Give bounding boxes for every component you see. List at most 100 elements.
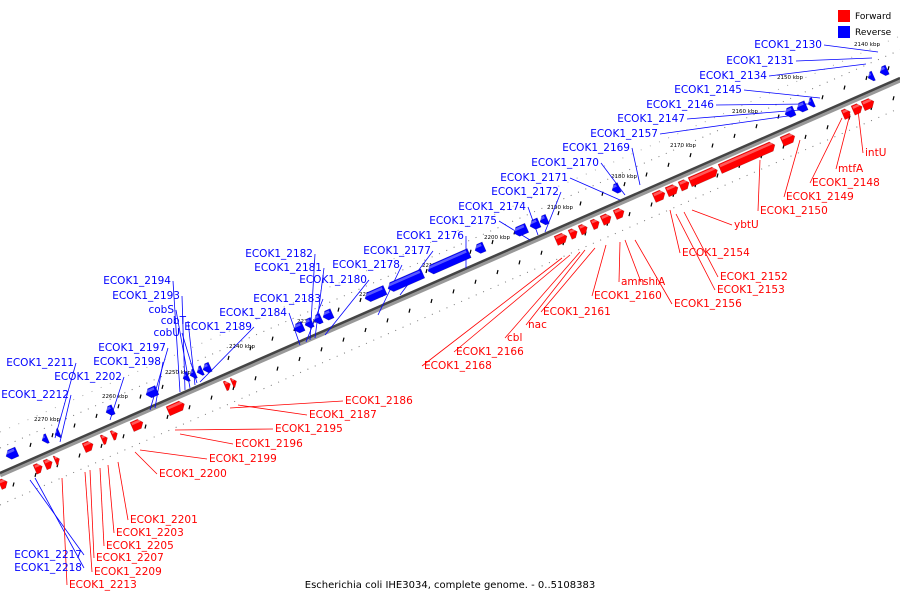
reverse-leader-line xyxy=(34,477,85,569)
tick-dash xyxy=(628,211,631,217)
forward-gene xyxy=(687,166,718,188)
forward-gene xyxy=(567,228,578,240)
tick-label: 2240 kbp xyxy=(229,344,255,350)
forward-gene-label-ecok1-2195: ECOK1_2195 xyxy=(275,423,343,435)
forward-leader-line xyxy=(229,400,344,409)
forward-gene-label-ecok1-2168: ECOK1_2168 xyxy=(424,360,492,372)
forward-leader-line xyxy=(107,464,115,534)
forward-gene xyxy=(553,232,568,246)
reverse-leader-line xyxy=(59,394,72,443)
reverse-gene xyxy=(364,285,388,303)
reverse-gene-label-ecok1-2193: ECOK1_2193 xyxy=(112,290,180,302)
forward-leader-line xyxy=(675,213,716,291)
tick-dash xyxy=(95,413,98,419)
forward-leader-line xyxy=(683,211,719,278)
forward-leader-line xyxy=(139,449,208,460)
reverse-gene-label-ecok1-2211: ECOK1_2211 xyxy=(6,357,74,369)
tick-dash xyxy=(865,75,868,81)
reverse-gene-label-ecok1-2180: ECOK1_2180 xyxy=(299,274,367,286)
forward-gene xyxy=(32,463,43,475)
reverse-leader-line xyxy=(172,280,181,393)
reverse-gene xyxy=(54,427,62,439)
forward-leader-line xyxy=(691,209,733,226)
reverse-leader-line xyxy=(324,279,370,336)
tick-dash xyxy=(843,85,846,90)
forward-gene-label-ecok1-2160: ECOK1_2160 xyxy=(594,290,662,302)
reverse-gene xyxy=(867,70,876,82)
reverse-gene-label-ecok1-2169: ECOK1_2169 xyxy=(562,142,630,154)
tick-dash xyxy=(733,133,736,139)
reverse-gene-label-ecok1-2218: ECOK1_2218 xyxy=(14,562,82,574)
tick-dash xyxy=(491,239,494,245)
reverse-gene xyxy=(189,368,198,379)
forward-leader-line xyxy=(453,254,571,353)
reverse-gene-label-cobu: cobU xyxy=(153,327,180,339)
tick-dash xyxy=(210,395,213,400)
gene-labels: ECOK1_2130 ECOK1_2131 ECOK1_2134 ECOK1_2145… xyxy=(1,39,886,591)
forward-leader-line xyxy=(540,247,596,313)
reverse-gene xyxy=(611,182,622,194)
forward-leader-line xyxy=(99,467,105,547)
map-title: Escherichia coli IHE3034, complete genom… xyxy=(305,580,595,591)
forward-leader-line xyxy=(669,209,681,254)
tick-dash xyxy=(188,405,191,410)
reverse-leader-line xyxy=(199,326,255,383)
reverse-gene-label-ecok1-2130: ECOK1_2130 xyxy=(754,39,822,51)
tick-dash xyxy=(34,472,37,477)
forward-gene-label-ecok1-2153: ECOK1_2153 xyxy=(717,284,785,296)
forward-leader-line xyxy=(237,404,308,416)
tick-dash xyxy=(254,376,257,381)
forward-leader-line xyxy=(134,451,158,475)
forward-gene-label-ecok1-2199: ECOK1_2199 xyxy=(209,453,277,465)
reverse-leader-line xyxy=(154,361,164,409)
forward-gene xyxy=(0,478,8,490)
tick-dash xyxy=(276,366,279,371)
tick-dash xyxy=(650,202,653,207)
tick-dash xyxy=(540,250,543,255)
reverse-gene xyxy=(879,64,890,77)
forward-leader-line xyxy=(117,461,129,521)
reverse-gene-label-ecok1-2175: ECOK1_2175 xyxy=(429,215,497,227)
tick-dash xyxy=(469,249,472,254)
forward-gene xyxy=(664,184,679,198)
forward-gene-label-ecok1-2205: ECOK1_2205 xyxy=(106,540,174,552)
forward-leader-line xyxy=(757,159,761,212)
forward-gene-label-ecok1-2148: ECOK1_2148 xyxy=(812,177,880,189)
reverse-leader-line xyxy=(149,347,169,411)
reverse-gene-label-ecok1-2189: ECOK1_2189 xyxy=(184,321,252,333)
tick-dash xyxy=(29,442,32,447)
tick-dash xyxy=(166,414,169,420)
reverse-gene-label-ecok1-2197: ECOK1_2197 xyxy=(98,342,166,354)
reverse-gene-label-ecok1-2145: ECOK1_2145 xyxy=(674,84,742,96)
forward-gene xyxy=(129,418,144,432)
reverse-leader-line xyxy=(569,177,621,201)
reverse-gene-label-ecok1-2198: ECOK1_2198 xyxy=(93,356,161,368)
tick-dash xyxy=(518,260,521,265)
tick-dash xyxy=(689,153,692,158)
reverse-leader-line xyxy=(498,220,531,241)
forward-leader-line xyxy=(591,244,607,297)
tick-dash xyxy=(122,434,125,439)
reverse-gene-label-cobt: cobT xyxy=(161,315,187,327)
reverse-gene-label-ecok1-2170: ECOK1_2170 xyxy=(531,157,599,169)
forward-gene-label-ecok1-2200: ECOK1_2200 xyxy=(159,468,227,480)
forward-leader-line xyxy=(61,477,68,586)
forward-gene-label-ecok1-2209: ECOK1_2209 xyxy=(94,566,162,578)
reverse-leader-line xyxy=(715,103,809,106)
forward-gene xyxy=(860,98,875,112)
tick-label: 2270 kbp xyxy=(34,417,60,423)
reverse-leader-line xyxy=(54,362,77,439)
forward-gene xyxy=(222,380,231,392)
reverse-gene xyxy=(796,100,809,113)
forward-gene-label-ecok1-2196: ECOK1_2196 xyxy=(235,438,303,450)
forward-gene xyxy=(850,103,863,116)
tick-dash xyxy=(892,96,895,101)
reverse-gene-label-ecok1-2182: ECOK1_2182 xyxy=(245,248,313,260)
forward-leader-line xyxy=(634,239,673,305)
forward-leader-line xyxy=(89,469,95,559)
reverse-gene xyxy=(539,213,550,226)
forward-leader-line xyxy=(835,113,851,170)
tick-label: 2250 kbp xyxy=(165,370,191,376)
